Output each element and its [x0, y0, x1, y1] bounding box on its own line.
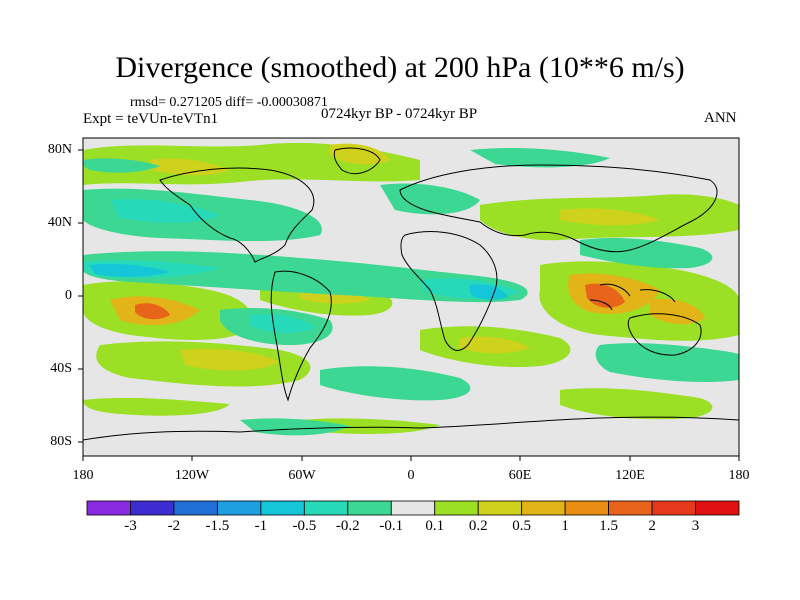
colorbar-swatch	[651, 500, 696, 516]
lon-label: 120W	[174, 468, 210, 483]
lat-label: 80S	[50, 434, 72, 449]
experiment-label: Expt = teVUn-teVTn1	[83, 111, 219, 127]
contour-region	[135, 303, 170, 320]
coastline-africa	[400, 231, 498, 351]
contour-region	[580, 237, 713, 269]
contour-region	[560, 208, 660, 226]
contour-region	[595, 343, 739, 383]
coastline-eurasia	[399, 164, 718, 253]
contour-region	[110, 198, 220, 223]
colorbar-label: -0.2	[335, 518, 360, 534]
lat-label: 80N	[47, 142, 72, 157]
contour-region	[250, 314, 315, 334]
contour-region	[560, 388, 713, 420]
lon-label: 180	[72, 468, 94, 483]
contour-region	[150, 158, 230, 176]
colorbar-swatch	[434, 500, 479, 516]
colorbar-swatch	[521, 500, 566, 516]
lon-label: 60E	[508, 468, 532, 483]
colorbar-swatch	[303, 500, 349, 516]
axis-ticks	[78, 149, 740, 461]
contour-region	[320, 366, 471, 401]
contour-region	[380, 183, 480, 215]
contour-region	[240, 418, 350, 436]
contour-region	[460, 336, 530, 354]
colorbar-label: -2	[167, 518, 181, 534]
colorbar-swatch	[695, 500, 740, 516]
colorbar-label: 2	[648, 518, 656, 534]
colorbar-swatch	[347, 500, 392, 516]
lon-label: 120E	[615, 468, 645, 483]
coastlines	[83, 147, 739, 441]
lon-label: 60W	[288, 468, 316, 483]
contour-region	[180, 348, 280, 371]
colorbar-swatch	[173, 500, 218, 516]
contour-region	[90, 263, 170, 277]
divergence-field	[83, 142, 739, 436]
colorbar-label: -3	[124, 518, 137, 534]
contour-region	[650, 298, 705, 325]
colorbar-swatch	[608, 500, 653, 516]
colorbar-label: -1	[254, 518, 268, 534]
lat-label: 40N	[47, 215, 72, 230]
colorbar-swatch	[260, 500, 305, 516]
colorbar-swatch	[564, 500, 610, 516]
lon-label: 180	[728, 468, 750, 483]
plot-title: Divergence (smoothed) at 200 hPa (10**6 …	[115, 51, 685, 84]
season-label: ANN	[704, 110, 737, 126]
contour-region	[470, 284, 508, 300]
coastline-south-america	[270, 270, 332, 402]
contour-region	[470, 147, 610, 168]
colorbar-label: 0.5	[512, 518, 532, 534]
period-label: 0724kyr BP - 0724kyr BP	[321, 106, 478, 122]
colorbar-label: 0.1	[425, 518, 445, 534]
lat-label: 40S	[50, 361, 72, 376]
colorbar-swatch	[390, 500, 436, 516]
lon-label: 0	[407, 468, 415, 483]
colorbar	[86, 500, 740, 516]
contour-region	[330, 143, 390, 165]
colorbar-label: 3	[691, 518, 700, 534]
colorbar-label: 1.5	[599, 518, 618, 534]
lat-label: 0	[65, 288, 72, 303]
contour-region	[83, 397, 230, 416]
coastline-greenland	[333, 147, 381, 175]
contour-region	[83, 158, 160, 173]
colorbar-swatch	[130, 500, 175, 516]
colorbar-swatch	[86, 500, 131, 516]
coastline-antarctica	[83, 416, 739, 441]
colorbar-swatch	[477, 500, 523, 516]
stats-text: rmsd= 0.271205 diff= -0.00030871	[130, 95, 328, 110]
contour-region	[83, 251, 528, 303]
coastline-australia	[627, 313, 702, 356]
colorbar-label: 0.2	[468, 518, 488, 534]
colorbar-swatch	[216, 500, 262, 516]
colorbar-label: -0.1	[379, 518, 404, 534]
coastline-north-america	[159, 167, 315, 263]
colorbar-label: -0.5	[292, 518, 317, 534]
contour-region	[585, 283, 625, 308]
colorbar-label: -1.5	[205, 518, 230, 534]
coastline-indonesia	[589, 283, 676, 311]
colorbar-label: 1	[561, 518, 569, 534]
